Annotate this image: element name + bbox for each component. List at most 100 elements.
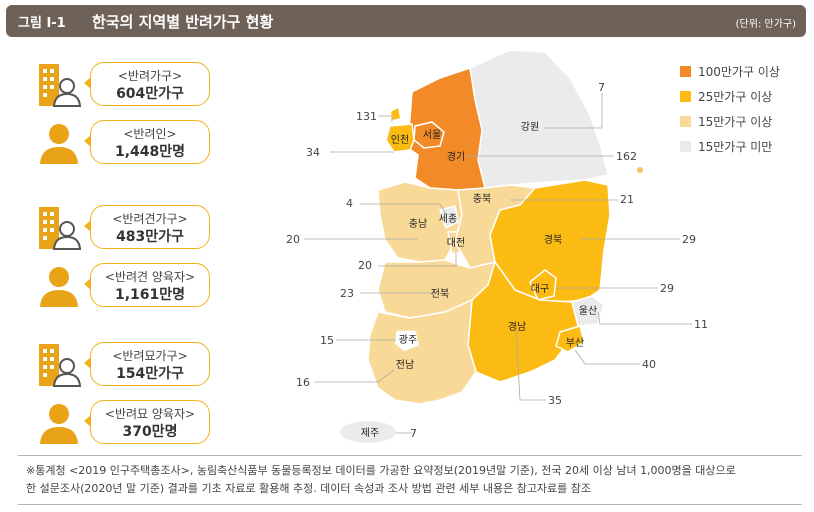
region-incheon xyxy=(385,123,415,153)
stat-label: <반려묘가구> xyxy=(112,349,188,363)
region-gwangju xyxy=(393,329,421,353)
footnote-divider-bottom xyxy=(18,504,802,505)
legend-item: 100만가구 이상 xyxy=(680,62,810,84)
map-legend: 100만가구 이상 25만가구 이상 15만가구 이상 15만가구 미만 xyxy=(680,62,810,162)
region-name-label: 충남 xyxy=(409,218,427,230)
legend-label: 15만가구 미만 xyxy=(698,140,773,154)
callout-notch xyxy=(84,278,91,290)
region-name-label: 부산 xyxy=(566,337,584,349)
stat-card: <반려묘 양육자> 370만명 xyxy=(26,398,216,446)
region-chungnam xyxy=(377,181,463,263)
stat-value: 1,161만명 xyxy=(114,287,186,303)
value-label: 131 xyxy=(356,110,377,123)
region-name-label: 광주 xyxy=(399,334,417,346)
stat-label: <반려가구> xyxy=(117,69,183,83)
value-label: 21 xyxy=(620,193,634,206)
stat-value: 1,448만명 xyxy=(114,144,186,160)
region-name-label: 경북 xyxy=(544,233,562,246)
region-name-label: 강원 xyxy=(521,121,539,133)
region-gangwon xyxy=(469,49,609,189)
region-name-label: 대전 xyxy=(447,237,465,249)
region-name-label: 인천 xyxy=(391,134,409,146)
value-label: 29 xyxy=(660,282,674,295)
value-label: 7 xyxy=(598,81,605,94)
stat-label: <반려인> xyxy=(123,127,177,141)
legend-label: 25만가구 이상 xyxy=(698,90,773,104)
legend-swatch xyxy=(680,116,691,127)
value-label: 23 xyxy=(340,287,354,300)
stat-card: <반려견가구> 483만가구 xyxy=(26,203,216,251)
value-label: 20 xyxy=(358,259,372,272)
region-name-label: 전북 xyxy=(431,288,449,300)
callout-notch xyxy=(84,77,91,89)
value-label: 40 xyxy=(642,358,656,371)
value-label: 15 xyxy=(320,334,334,347)
stat-value: 483만가구 xyxy=(116,229,184,245)
legend-swatch xyxy=(680,66,691,77)
person-icon xyxy=(36,120,82,166)
region-name-label: 서울 xyxy=(423,129,441,141)
stat-label: <반려견가구> xyxy=(112,212,188,226)
legend-swatch xyxy=(680,91,691,102)
region-name-label: 경남 xyxy=(508,320,526,333)
stat-label: <반려견 양육자> xyxy=(104,270,196,284)
footnote-line-1: ※통계청 <2019 인구주택총조사>, 농림축산식품부 동물등록정보 데이터를… xyxy=(26,464,736,477)
legend-item: 25만가구 이상 xyxy=(680,87,810,109)
region-ulleungdo xyxy=(637,167,643,173)
stat-box: <반려견가구> 483만가구 xyxy=(90,205,210,249)
legend-label: 100만가구 이상 xyxy=(698,65,780,79)
stat-value: 154만가구 xyxy=(116,366,184,382)
stat-card: <반려묘가구> 154만가구 xyxy=(26,340,216,388)
callout-notch xyxy=(84,415,91,427)
stat-value: 604만가구 xyxy=(116,86,184,102)
legend-item: 15만가구 이상 xyxy=(680,112,810,134)
value-label: 7 xyxy=(410,427,417,440)
stat-value: 370만명 xyxy=(122,424,178,440)
value-label: 29 xyxy=(682,233,696,246)
value-label: 34 xyxy=(306,146,320,159)
figure-number: 그림 Ⅰ-1 xyxy=(18,16,66,31)
unit-label: (단위: 만가구) xyxy=(735,19,796,30)
stat-card: <반려견 양육자> 1,161만명 xyxy=(26,261,216,309)
region-incheon-island xyxy=(391,108,400,120)
person-icon xyxy=(36,263,82,309)
stat-box: <반려견 양육자> 1,161만명 xyxy=(90,263,210,307)
value-label: 16 xyxy=(296,376,310,389)
figure-title: 한국의 지역별 반려가구 현황 xyxy=(92,13,274,31)
legend-item: 15만가구 미만 xyxy=(680,137,810,159)
stat-label: <반려묘 양육자> xyxy=(104,407,196,421)
footnote-divider-top xyxy=(18,455,802,456)
stat-card: <반려가구> 604만가구 xyxy=(26,60,216,108)
region-jeonnam xyxy=(367,298,477,405)
region-name-label: 경기 xyxy=(447,150,465,163)
legend-swatch xyxy=(680,141,691,152)
leader-lines xyxy=(304,93,692,434)
apartment-person-icon xyxy=(36,205,82,251)
apartment-person-icon xyxy=(36,62,82,108)
value-label: 11 xyxy=(694,318,708,331)
legend-label: 15만가구 이상 xyxy=(698,115,773,129)
region-name-label: 대구 xyxy=(531,283,549,295)
region-name-label: 충북 xyxy=(473,193,491,205)
value-label: 162 xyxy=(616,150,637,163)
region-daegu xyxy=(529,269,557,301)
footnote: ※통계청 <2019 인구주택총조사>, 농림축산식품부 동물등록정보 데이터를… xyxy=(26,462,796,498)
stat-box: <반려인> 1,448만명 xyxy=(90,120,210,164)
stat-box: <반려묘 양육자> 370만명 xyxy=(90,400,210,444)
figure-header: 그림 Ⅰ-1 한국의 지역별 반려가구 현황 (단위: 만가구) xyxy=(6,5,806,37)
region-name-label: 울산 xyxy=(579,305,597,317)
callout-notch xyxy=(84,357,91,369)
stat-box: <반려가구> 604만가구 xyxy=(90,62,210,106)
region-name-label: 전남 xyxy=(396,359,414,371)
value-label: 20 xyxy=(286,233,300,246)
callout-notch xyxy=(84,220,91,232)
stat-card: <반려인> 1,448만명 xyxy=(26,118,216,166)
footnote-line-2: 한 설문조사(2020년 말 기준) 결과를 기초 자료로 활용해 추정. 데이… xyxy=(26,482,592,495)
region-name-label: 제주 xyxy=(361,427,379,439)
stat-box: <반려묘가구> 154만가구 xyxy=(90,342,210,386)
apartment-person-icon xyxy=(36,342,82,388)
region-name-label: 세종 xyxy=(439,213,457,225)
value-label: 4 xyxy=(346,197,353,210)
person-icon xyxy=(36,400,82,446)
